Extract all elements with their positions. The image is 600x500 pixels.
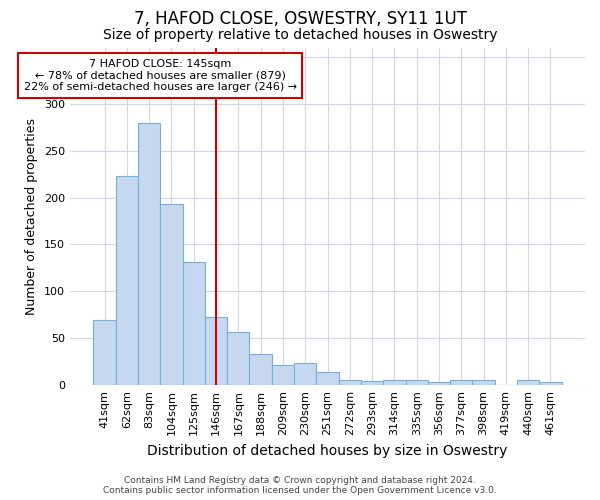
Bar [338, 380, 361, 385]
Bar [406, 380, 428, 385]
Bar [316, 372, 338, 385]
Bar [428, 382, 450, 385]
Bar [205, 316, 227, 385]
Bar [94, 320, 116, 385]
Bar [116, 176, 138, 385]
Y-axis label: Number of detached properties: Number of detached properties [25, 118, 38, 315]
Bar [472, 380, 495, 385]
Text: 7 HAFOD CLOSE: 145sqm
← 78% of detached houses are smaller (879)
22% of semi-det: 7 HAFOD CLOSE: 145sqm ← 78% of detached … [24, 59, 297, 92]
Bar [227, 332, 250, 385]
Text: Contains HM Land Registry data © Crown copyright and database right 2024.
Contai: Contains HM Land Registry data © Crown c… [103, 476, 497, 495]
Bar [383, 380, 406, 385]
Bar [450, 380, 472, 385]
Bar [517, 380, 539, 385]
Bar [272, 366, 294, 385]
Bar [138, 122, 160, 385]
Bar [250, 354, 272, 385]
Bar [182, 262, 205, 385]
Text: Size of property relative to detached houses in Oswestry: Size of property relative to detached ho… [103, 28, 497, 42]
X-axis label: Distribution of detached houses by size in Oswestry: Distribution of detached houses by size … [148, 444, 508, 458]
Bar [539, 382, 562, 385]
Text: 7, HAFOD CLOSE, OSWESTRY, SY11 1UT: 7, HAFOD CLOSE, OSWESTRY, SY11 1UT [133, 10, 467, 28]
Bar [294, 362, 316, 385]
Bar [361, 382, 383, 385]
Bar [160, 204, 182, 385]
